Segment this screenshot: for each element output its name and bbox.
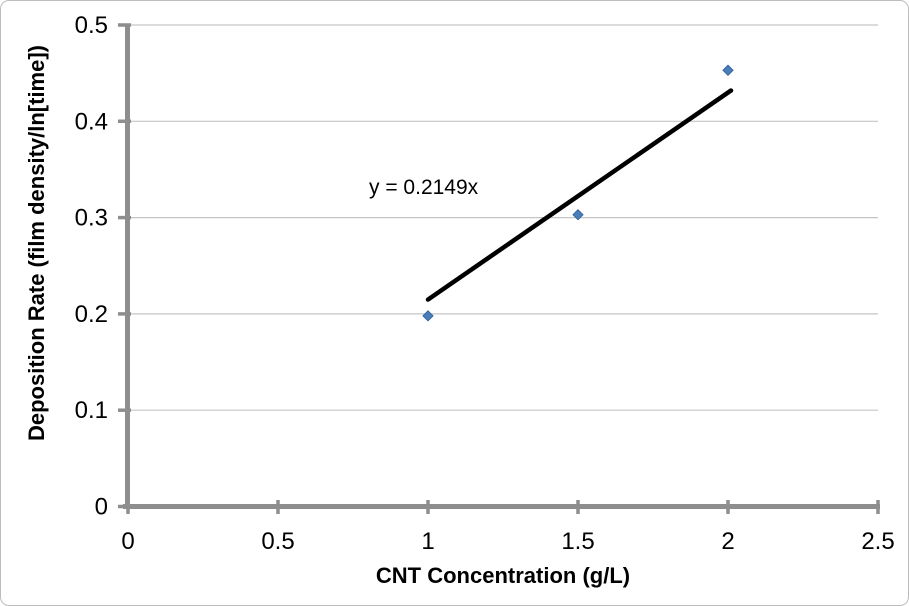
x-tick-label: 0	[121, 528, 134, 555]
y-tick-label: 0.4	[75, 108, 108, 135]
x-tick-label: 2	[721, 528, 734, 555]
y-tick-label: 0.1	[75, 397, 108, 424]
trendline	[425, 88, 734, 302]
x-tick-label: 1.5	[561, 528, 594, 555]
y-tick-label: 0.3	[75, 205, 108, 232]
y-tick-label: 0.2	[75, 301, 108, 328]
x-tick-label: 0.5	[261, 528, 294, 555]
x-tick-label: 1	[421, 528, 434, 555]
data-point-marker	[572, 209, 584, 221]
y-tick-label: 0	[95, 494, 108, 521]
trendline-equation-label: y = 0.2149x	[369, 176, 479, 199]
y-tick-label: 0.5	[75, 12, 108, 39]
data-point-marker	[722, 64, 734, 76]
data-point-marker	[422, 310, 434, 322]
x-axis-title: CNT Concentration (g/L)	[375, 563, 631, 588]
x-tick-label: 2.5	[861, 528, 894, 555]
y-axis-title: Deposition Rate (film density/ln[time])	[24, 44, 49, 442]
